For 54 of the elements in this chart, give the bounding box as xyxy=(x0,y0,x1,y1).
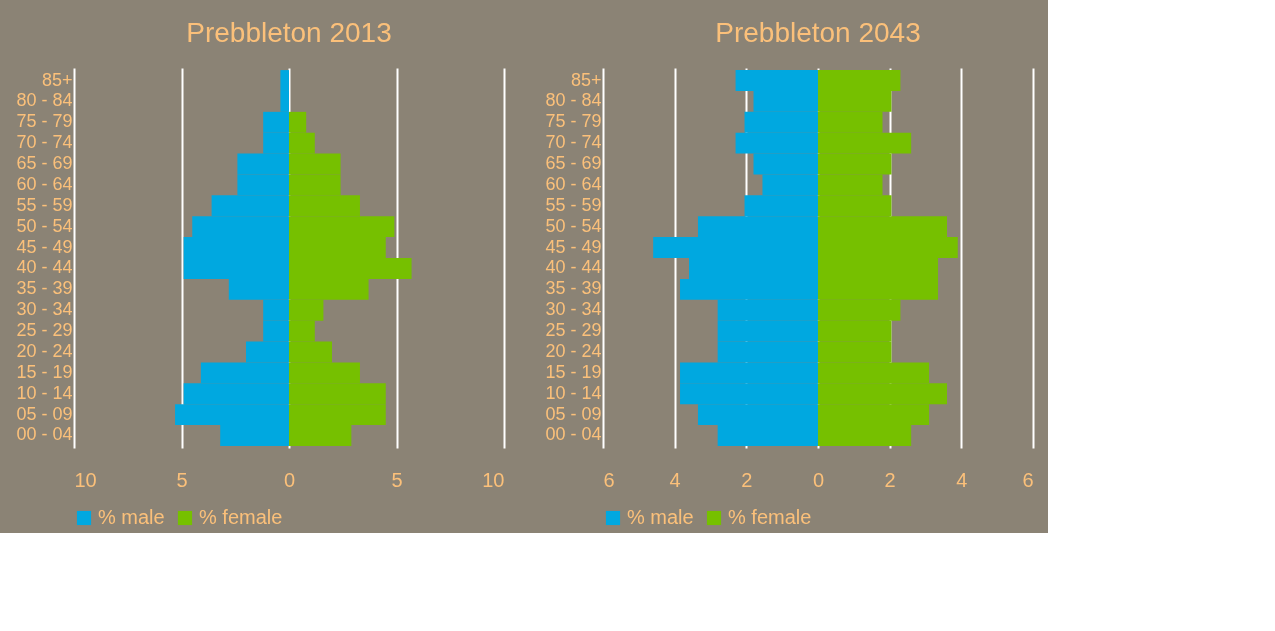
y-tick-label: 35 - 39 xyxy=(545,278,602,299)
y-tick-label: 25 - 29 xyxy=(545,320,602,341)
y-tick-label: 25 - 29 xyxy=(16,320,73,341)
x-tick-label: 2 xyxy=(741,468,753,491)
y-tick-label: 70 - 74 xyxy=(16,132,73,153)
y-tick-label: 00 - 04 xyxy=(545,424,602,445)
y-tick-label: 40 - 44 xyxy=(545,257,602,278)
y-tick-label: 75 - 79 xyxy=(545,111,602,132)
y-tick-label: 45 - 49 xyxy=(545,236,602,257)
y-tick-label: 40 - 44 xyxy=(16,257,73,278)
y-tick-label: 55 - 59 xyxy=(545,194,602,215)
y-tick-label: 35 - 39 xyxy=(16,278,73,299)
x-tick-label: 2 xyxy=(884,468,896,491)
legend-label: % female xyxy=(728,506,812,528)
y-tick-label: 50 - 54 xyxy=(16,215,73,236)
y-tick-label: 55 - 59 xyxy=(16,194,73,215)
y-tick-label: 70 - 74 xyxy=(545,132,602,153)
chart-title: Prebbleton 2013 xyxy=(186,17,392,48)
y-tick-label: 05 - 09 xyxy=(16,403,73,424)
y-tick-label: 50 - 54 xyxy=(545,215,602,236)
x-tick-label: 10 xyxy=(74,468,97,491)
x-tick-label: 6 xyxy=(603,468,615,491)
legend-label: % male xyxy=(98,506,165,528)
legend-label: % male xyxy=(627,506,694,528)
y-tick-label: 80 - 84 xyxy=(16,90,73,111)
y-tick-label: 65 - 69 xyxy=(16,153,73,174)
y-tick-label: 80 - 84 xyxy=(545,90,602,111)
y-tick-label: 85+ xyxy=(570,69,602,90)
y-tick-label: 20 - 24 xyxy=(545,340,602,361)
x-tick-label: 4 xyxy=(669,468,681,491)
y-tick-label: 65 - 69 xyxy=(545,153,602,174)
y-tick-label: 60 - 64 xyxy=(16,173,73,194)
x-tick-label: 0 xyxy=(812,468,825,491)
x-tick-label: 10 xyxy=(482,468,505,491)
legend-label: % female xyxy=(199,506,283,528)
y-tick-label: 30 - 34 xyxy=(16,299,73,320)
y-tick-label: 20 - 24 xyxy=(16,340,73,361)
y-tick-label: 60 - 64 xyxy=(545,173,602,194)
y-tick-label: 75 - 79 xyxy=(16,111,73,132)
y-tick-label: 45 - 49 xyxy=(16,236,73,257)
y-tick-label: 85+ xyxy=(41,69,73,90)
x-tick-label: 0 xyxy=(283,468,296,491)
x-tick-label: 5 xyxy=(391,468,403,491)
x-tick-label: 4 xyxy=(956,468,968,491)
y-tick-label: 00 - 04 xyxy=(16,424,73,445)
y-tick-label: 30 - 34 xyxy=(545,299,602,320)
y-tick-label: 10 - 14 xyxy=(545,382,602,403)
y-tick-label: 10 - 14 xyxy=(16,382,73,403)
y-tick-label: 05 - 09 xyxy=(545,403,602,424)
y-tick-label: 15 - 19 xyxy=(545,361,602,382)
y-tick-label: 15 - 19 xyxy=(16,361,73,382)
x-tick-label: 6 xyxy=(1022,468,1034,491)
chart-title: Prebbleton 2043 xyxy=(715,17,921,48)
x-tick-label: 5 xyxy=(176,468,188,491)
